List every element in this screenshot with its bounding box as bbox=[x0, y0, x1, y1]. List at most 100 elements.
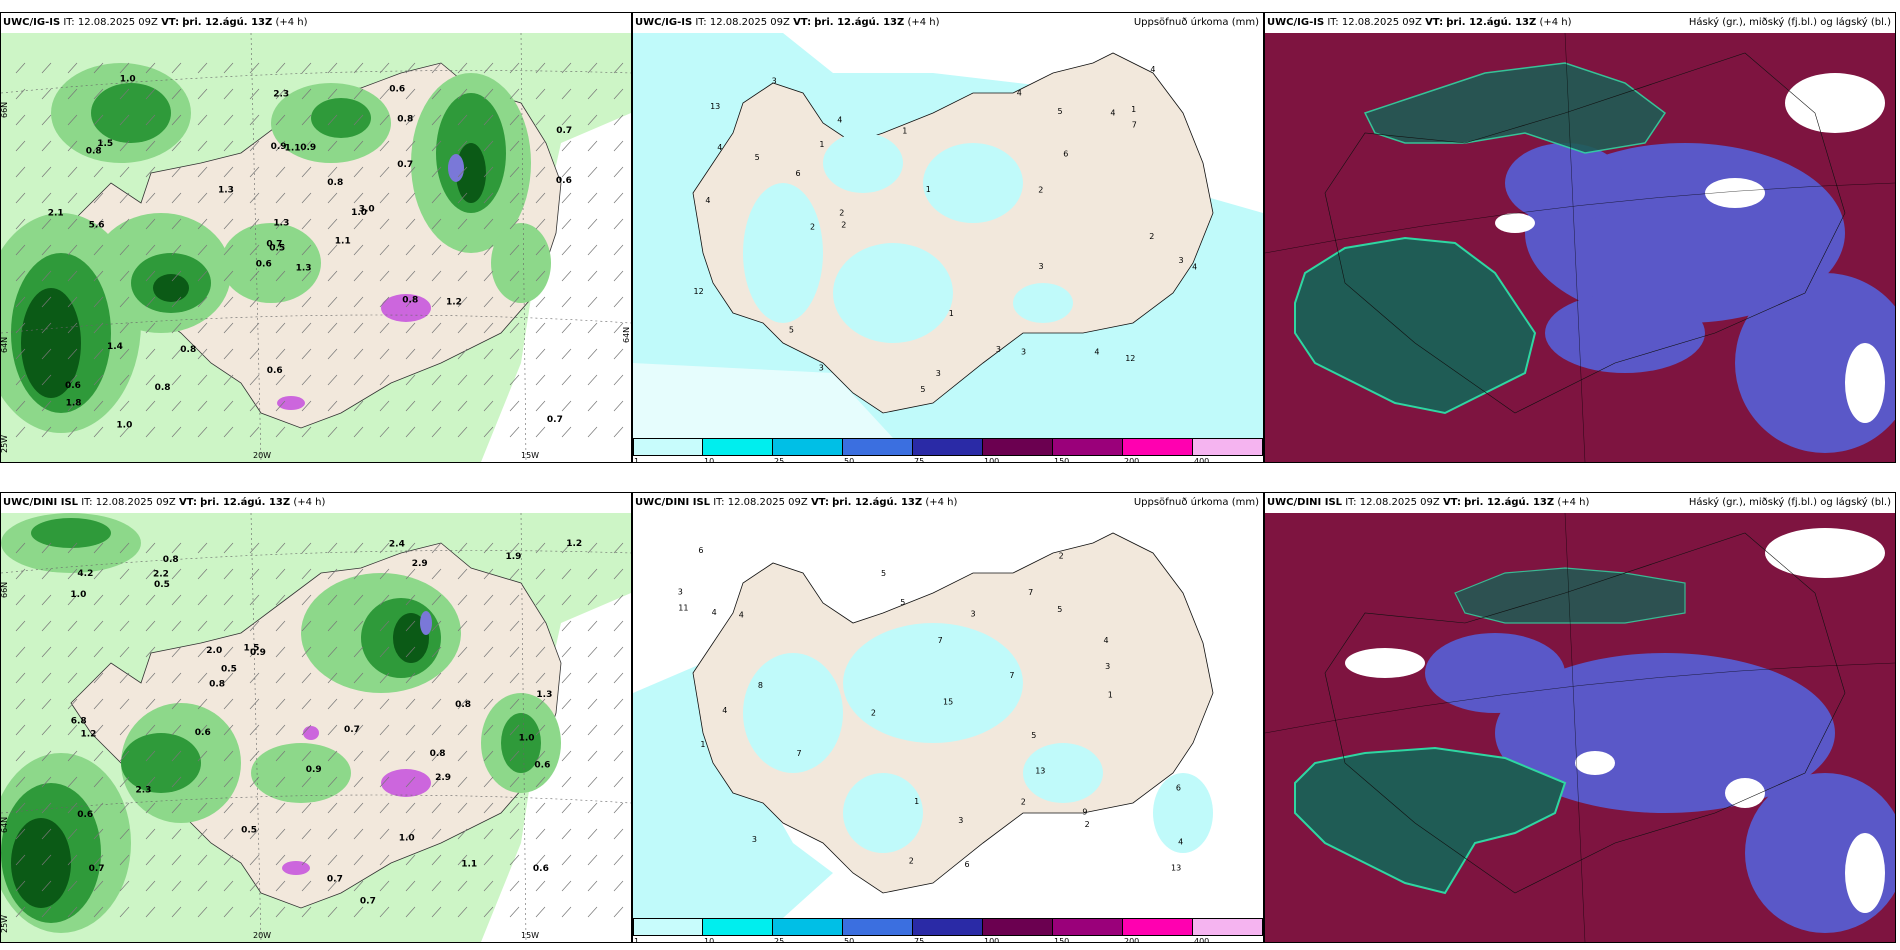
wind-barb bbox=[41, 62, 52, 74]
map-value-label: 1.3 bbox=[218, 186, 234, 196]
wind-barb bbox=[509, 802, 520, 814]
map-value-label: 3 bbox=[936, 369, 941, 378]
scale-swatch bbox=[913, 438, 983, 456]
wind-barb bbox=[223, 140, 234, 152]
wind-barb bbox=[613, 880, 624, 892]
wind-barb bbox=[483, 568, 494, 580]
wind-barb bbox=[379, 542, 390, 554]
wind-barb bbox=[587, 594, 598, 606]
wind-barb bbox=[119, 218, 130, 230]
wind-barb bbox=[379, 724, 390, 736]
wind-barb bbox=[483, 828, 494, 840]
wind-barb bbox=[15, 218, 26, 230]
wind-barb bbox=[509, 594, 520, 606]
wind-barb bbox=[379, 594, 390, 606]
map-value-label: 1.3 bbox=[273, 219, 289, 229]
wind-barb bbox=[613, 218, 624, 230]
wind-barb bbox=[41, 854, 52, 866]
map-value-label: 0.5 bbox=[269, 243, 285, 253]
wind-barb bbox=[535, 542, 546, 554]
precip-map[interactable]: 4 1 2 3 4 5 3 2 1 4 3 4 6 5 4 3 2 1 12 3 4 2 1 1 5 6 7 4 3 2 12 3 4 5 13 bbox=[633, 33, 1263, 438]
wind-barb bbox=[301, 646, 312, 658]
wind-barb bbox=[145, 724, 156, 736]
wind-barb bbox=[561, 828, 572, 840]
map-value-label: 0.8 bbox=[430, 749, 446, 759]
wind-barb bbox=[275, 296, 286, 308]
wind-barb bbox=[587, 698, 598, 710]
wind-barb bbox=[483, 776, 494, 788]
wind-barb bbox=[145, 88, 156, 100]
valid-time-label: VT: bbox=[793, 17, 812, 28]
cloud-map[interactable] bbox=[1265, 33, 1895, 462]
wind-barb bbox=[587, 776, 598, 788]
wind-barb bbox=[353, 698, 364, 710]
precip-color-scale: 1 10 25 50 75 100 150 200 400 bbox=[633, 918, 1263, 943]
cloud-map[interactable] bbox=[1265, 513, 1895, 942]
map-value-label: 3 bbox=[996, 345, 1001, 354]
wind-map[interactable]: 66N 64N 25W 20W 15W 0.8 1.0 0.7 0.8 0.9 1.1 0.… bbox=[1, 513, 631, 942]
lon-label-25w: 25W bbox=[1, 435, 9, 453]
wind-barb bbox=[93, 374, 104, 386]
map-value-label: 0.6 bbox=[256, 260, 272, 270]
map-value-label: 0.6 bbox=[195, 728, 211, 738]
panel-header: UWC/IG-IS IT: 12.08.2025 09Z VT: þri. 12… bbox=[1, 13, 631, 33]
wind-barb bbox=[145, 400, 156, 412]
wind-barb bbox=[93, 400, 104, 412]
map-value-label: 4 bbox=[712, 608, 717, 617]
precip-map[interactable]: 7 2 3 4 2 5 6 7 8 1 9 3 5 4 4 5 6 2 3 13 11 1 7 2 3 4 6 13 15 5 3 4 2 1 7 bbox=[633, 513, 1263, 918]
wind-barb bbox=[249, 400, 260, 412]
wind-barb bbox=[561, 594, 572, 606]
wind-barb bbox=[171, 426, 182, 438]
wind-barb bbox=[93, 854, 104, 866]
wind-barb bbox=[431, 62, 442, 74]
map-value-label: 13 bbox=[1035, 767, 1045, 776]
wind-barb bbox=[431, 192, 442, 204]
wind-barb bbox=[561, 192, 572, 204]
wind-barb bbox=[249, 906, 260, 918]
wind-barb bbox=[301, 672, 312, 684]
wind-barb bbox=[145, 426, 156, 438]
wind-barb bbox=[275, 646, 286, 658]
wind-barb bbox=[587, 400, 598, 412]
wind-barb bbox=[587, 672, 598, 684]
wind-barb bbox=[223, 88, 234, 100]
wind-barb bbox=[249, 244, 260, 256]
wind-barb bbox=[67, 218, 78, 230]
wind-map[interactable]: 66N 64N 25W 20W 15W 64N 1.3 0.8 0.5 0.6 1.0 0… bbox=[1, 33, 631, 462]
wind-barb bbox=[405, 348, 416, 360]
wind-barb bbox=[327, 880, 338, 892]
wind-barb bbox=[301, 400, 312, 412]
wind-barb bbox=[119, 374, 130, 386]
wind-barb bbox=[67, 880, 78, 892]
wind-barb bbox=[301, 218, 312, 230]
map-value-label: 3 bbox=[971, 610, 976, 619]
wind-barb bbox=[119, 672, 130, 684]
wind-barb bbox=[405, 854, 416, 866]
wind-barb bbox=[223, 594, 234, 606]
wind-barb bbox=[431, 166, 442, 178]
wind-barb bbox=[275, 114, 286, 126]
wind-barb bbox=[353, 426, 364, 438]
wind-barb bbox=[535, 114, 546, 126]
wind-barb bbox=[405, 698, 416, 710]
wind-barb bbox=[587, 296, 598, 308]
wind-barb bbox=[535, 672, 546, 684]
wind-barb bbox=[67, 542, 78, 554]
wind-barb bbox=[197, 218, 208, 230]
wind-barb bbox=[509, 568, 520, 580]
wind-barb bbox=[67, 568, 78, 580]
map-value-label: 0.6 bbox=[533, 864, 549, 874]
wind-barb bbox=[405, 140, 416, 152]
wind-barb bbox=[509, 374, 520, 386]
wind-barb bbox=[15, 322, 26, 334]
wind-barb bbox=[41, 724, 52, 736]
map-value-label: 2 bbox=[839, 209, 844, 218]
wind-barb bbox=[587, 374, 598, 386]
wind-barb bbox=[197, 880, 208, 892]
wind-barb bbox=[457, 828, 468, 840]
wind-barb bbox=[431, 880, 442, 892]
map-value-label: 4 bbox=[705, 196, 710, 205]
wind-barb bbox=[509, 620, 520, 632]
scale-tick-label: 25 bbox=[774, 937, 785, 943]
wind-barb bbox=[431, 244, 442, 256]
